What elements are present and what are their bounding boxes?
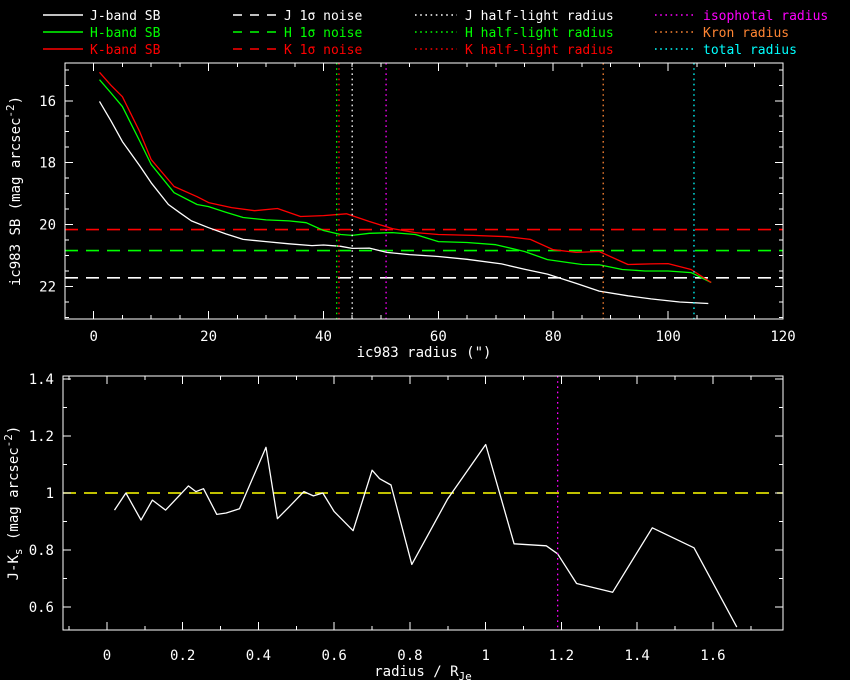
legend-label: isophotal radius [703,9,828,24]
y-axis-label: J-Ks (mag arcsec-2) [2,426,25,581]
x-tick-label: 40 [315,329,332,345]
x-tick-label: 1.6 [700,648,725,664]
series-k-band-sb [99,71,712,284]
x-tick-label: 0 [103,648,111,664]
plot-frame [64,62,784,320]
y-tick-label: 1.2 [29,429,54,445]
y-tick-label: 0.6 [29,600,54,616]
x-tick-label: 0.8 [397,648,422,664]
y-tick-label: 1.4 [29,372,54,388]
x-tick-label: 80 [545,329,562,345]
y-tick-label: 0.8 [29,543,54,559]
axis-ticks [64,63,784,319]
y-tick-label: 22 [39,279,56,295]
legend-label: total radius [703,43,797,58]
x-tick-label: 0.6 [322,648,347,664]
legend-label: J-band SB [90,9,161,24]
legend-item-h-half-light-radius: H half-light radius [415,26,614,41]
legend-label: J half-light radius [465,9,614,24]
y-tick-label: 1 [46,486,54,502]
legend-label: H 1σ noise [284,26,362,41]
legend-item-h-band-sb: H-band SB [43,26,161,41]
legend-label: J 1σ noise [284,9,362,24]
legend-label: K half-light radius [465,43,614,58]
legend-item-j-band-sb: J-band SB [43,9,161,24]
legend-item-total-radius: total radius [655,43,797,58]
legend-item-kron-radius: Kron radius [655,26,789,41]
legend-item-isophotal-radius: isophotal radius [655,9,828,24]
y-tick-label: 20 [39,218,56,234]
series-j-ks-color-profile [113,443,738,628]
x-axis-label: ic983 radius (") [357,345,492,361]
x-tick-label: 0 [90,329,98,345]
legend-label: K 1σ noise [284,43,362,58]
series-j-band-sb [98,101,709,305]
y-tick-label: 18 [39,156,56,172]
axis-ticks [63,376,783,630]
legend: J-band SB H-band SB K-band SB J 1σ noise H 1… [43,9,828,58]
surface-brightness-chart: 0 20 40 60 80 100 120 16 18 20 22 ic983 radius (") i… [4,62,796,361]
x-tick-label: 1.4 [625,648,650,664]
plot-frame [62,375,784,631]
legend-label: K-band SB [90,43,161,58]
legend-item-j-half-light-radius: J half-light radius [415,9,614,24]
color-ratio-chart: 0 0.2 0.4 0.6 0.8 1 1.2 1.4 1.6 0.6 0.8 1 1.2 1.4 radi… [2,372,784,680]
legend-label: H-band SB [90,26,161,41]
legend-item-k-1-noise: K 1σ noise [233,43,362,58]
legend-label: H half-light radius [465,26,614,41]
x-tick-label: 120 [770,329,795,345]
series-h-band-sb [99,79,712,284]
x-tick-label: 20 [200,329,217,345]
x-tick-label: 1 [481,648,489,664]
x-tick-label: 0.2 [170,648,195,664]
x-tick-label: 100 [655,329,680,345]
legend-label: Kron radius [703,26,789,41]
x-tick-label: 60 [430,329,447,345]
legend-item-h-1-noise: H 1σ noise [233,26,362,41]
y-axis-label: ic983 SB (mag arcsec-2) [4,96,24,286]
legend-item-k-band-sb: K-band SB [43,43,161,58]
legend-item-j-1-noise: J 1σ noise [233,9,362,24]
x-tick-label: 0.4 [246,648,271,664]
x-tick-label: 1.2 [549,648,574,664]
y-tick-label: 16 [39,94,56,110]
x-axis-label: radius / RJe [374,664,472,680]
legend-item-k-half-light-radius: K half-light radius [415,43,614,58]
